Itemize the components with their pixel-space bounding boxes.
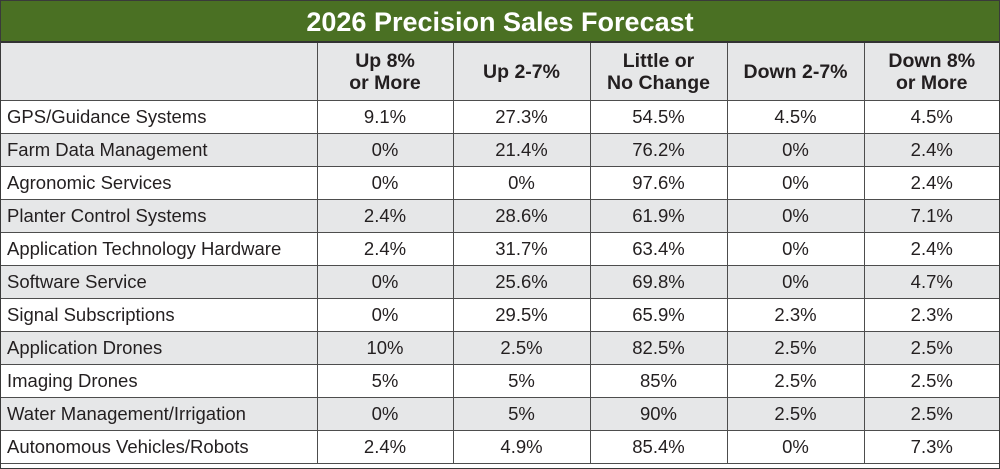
table-row: Autonomous Vehicles/Robots 2.4% 4.9% 85.4% 0… <box>1 430 999 464</box>
value-cell: 76.2% <box>589 133 728 167</box>
value-cell: 0% <box>452 166 591 200</box>
value-cell: 0% <box>726 265 865 299</box>
value-cell: 0% <box>726 199 865 233</box>
value-cell: 5% <box>452 364 591 398</box>
table-row: Application Technology Hardware 2.4% 31.7%… <box>1 232 999 266</box>
value-cell: 54.5% <box>589 100 728 134</box>
table-row: GPS/Guidance Systems 9.1% 27.3% 54.5% 4.5% 4.… <box>1 100 999 134</box>
row-label: Signal Subscriptions <box>1 298 318 332</box>
value-cell: 2.5% <box>863 364 999 398</box>
table-row: Farm Data Management 0% 21.4% 76.2% 0% 2.4% <box>1 133 999 167</box>
value-cell: 61.9% <box>589 199 728 233</box>
value-cell: 7.3% <box>863 430 999 464</box>
value-cell: 4.5% <box>726 100 865 134</box>
value-cell: 0% <box>726 232 865 266</box>
column-header: Down 2-7% <box>726 43 865 101</box>
value-cell: 2.4% <box>863 166 999 200</box>
value-cell: 31.7% <box>452 232 591 266</box>
value-cell: 0% <box>316 133 454 167</box>
value-cell: 0% <box>726 133 865 167</box>
column-header: Up 2-7% <box>452 43 591 101</box>
row-label: Water Management/Irrigation <box>1 397 318 431</box>
value-cell: 0% <box>316 397 454 431</box>
column-header: Down 8% or More <box>863 43 999 101</box>
value-cell: 4.7% <box>863 265 999 299</box>
column-header: Little or No Change <box>589 43 728 101</box>
row-label: GPS/Guidance Systems <box>1 100 318 134</box>
table-title: 2026 Precision Sales Forecast <box>1 1 999 43</box>
value-cell: 2.5% <box>726 397 865 431</box>
table-row: Water Management/Irrigation 0% 5% 90% 2.5% 2.… <box>1 397 999 431</box>
row-label: Farm Data Management <box>1 133 318 167</box>
value-cell: 28.6% <box>452 199 591 233</box>
value-cell: 2.4% <box>316 232 454 266</box>
value-cell: 2.5% <box>726 364 865 398</box>
value-cell: 63.4% <box>589 232 728 266</box>
forecast-table: Up 8% or More Up 2-7% Little or No Change D… <box>1 43 999 464</box>
row-label: Planter Control Systems <box>1 199 318 233</box>
table-row: Planter Control Systems 2.4% 28.6% 61.9% 0% 7… <box>1 199 999 233</box>
value-cell: 2.3% <box>863 298 999 332</box>
value-cell: 5% <box>452 397 591 431</box>
value-cell: 85.4% <box>589 430 728 464</box>
value-cell: 0% <box>726 166 865 200</box>
value-cell: 4.5% <box>863 100 999 134</box>
row-label: Agronomic Services <box>1 166 318 200</box>
value-cell: 2.4% <box>863 133 999 167</box>
value-cell: 0% <box>316 166 454 200</box>
table-row: Agronomic Services 0% 0% 97.6% 0% 2.4% <box>1 166 999 200</box>
value-cell: 7.1% <box>863 199 999 233</box>
value-cell: 2.4% <box>316 430 454 464</box>
value-cell: 4.9% <box>452 430 591 464</box>
value-cell: 2.5% <box>452 331 591 365</box>
value-cell: 0% <box>316 298 454 332</box>
column-header <box>1 43 318 101</box>
value-cell: 25.6% <box>452 265 591 299</box>
row-label: Application Technology Hardware <box>1 232 318 266</box>
row-label: Imaging Drones <box>1 364 318 398</box>
value-cell: 2.5% <box>863 331 999 365</box>
value-cell: 2.3% <box>726 298 865 332</box>
column-header: Up 8% or More <box>316 43 454 101</box>
table-row: Application Drones 10% 2.5% 82.5% 2.5% 2.5% <box>1 331 999 365</box>
value-cell: 2.4% <box>863 232 999 266</box>
header-row: Up 8% or More Up 2-7% Little or No Change D… <box>1 43 999 101</box>
value-cell: 97.6% <box>589 166 728 200</box>
value-cell: 0% <box>316 265 454 299</box>
value-cell: 2.5% <box>863 397 999 431</box>
value-cell: 69.8% <box>589 265 728 299</box>
table-row: Signal Subscriptions 0% 29.5% 65.9% 2.3% 2.3% <box>1 298 999 332</box>
value-cell: 2.5% <box>726 331 865 365</box>
row-label: Application Drones <box>1 331 318 365</box>
value-cell: 85% <box>589 364 728 398</box>
row-label: Autonomous Vehicles/Robots <box>1 430 318 464</box>
value-cell: 2.4% <box>316 199 454 233</box>
value-cell: 65.9% <box>589 298 728 332</box>
value-cell: 21.4% <box>452 133 591 167</box>
value-cell: 82.5% <box>589 331 728 365</box>
table-row: Imaging Drones 5% 5% 85% 2.5% 2.5% <box>1 364 999 398</box>
table-row: Software Service 0% 25.6% 69.8% 0% 4.7% <box>1 265 999 299</box>
value-cell: 5% <box>316 364 454 398</box>
row-label: Software Service <box>1 265 318 299</box>
value-cell: 27.3% <box>452 100 591 134</box>
value-cell: 9.1% <box>316 100 454 134</box>
value-cell: 0% <box>726 430 865 464</box>
value-cell: 10% <box>316 331 454 365</box>
value-cell: 29.5% <box>452 298 591 332</box>
value-cell: 90% <box>589 397 728 431</box>
